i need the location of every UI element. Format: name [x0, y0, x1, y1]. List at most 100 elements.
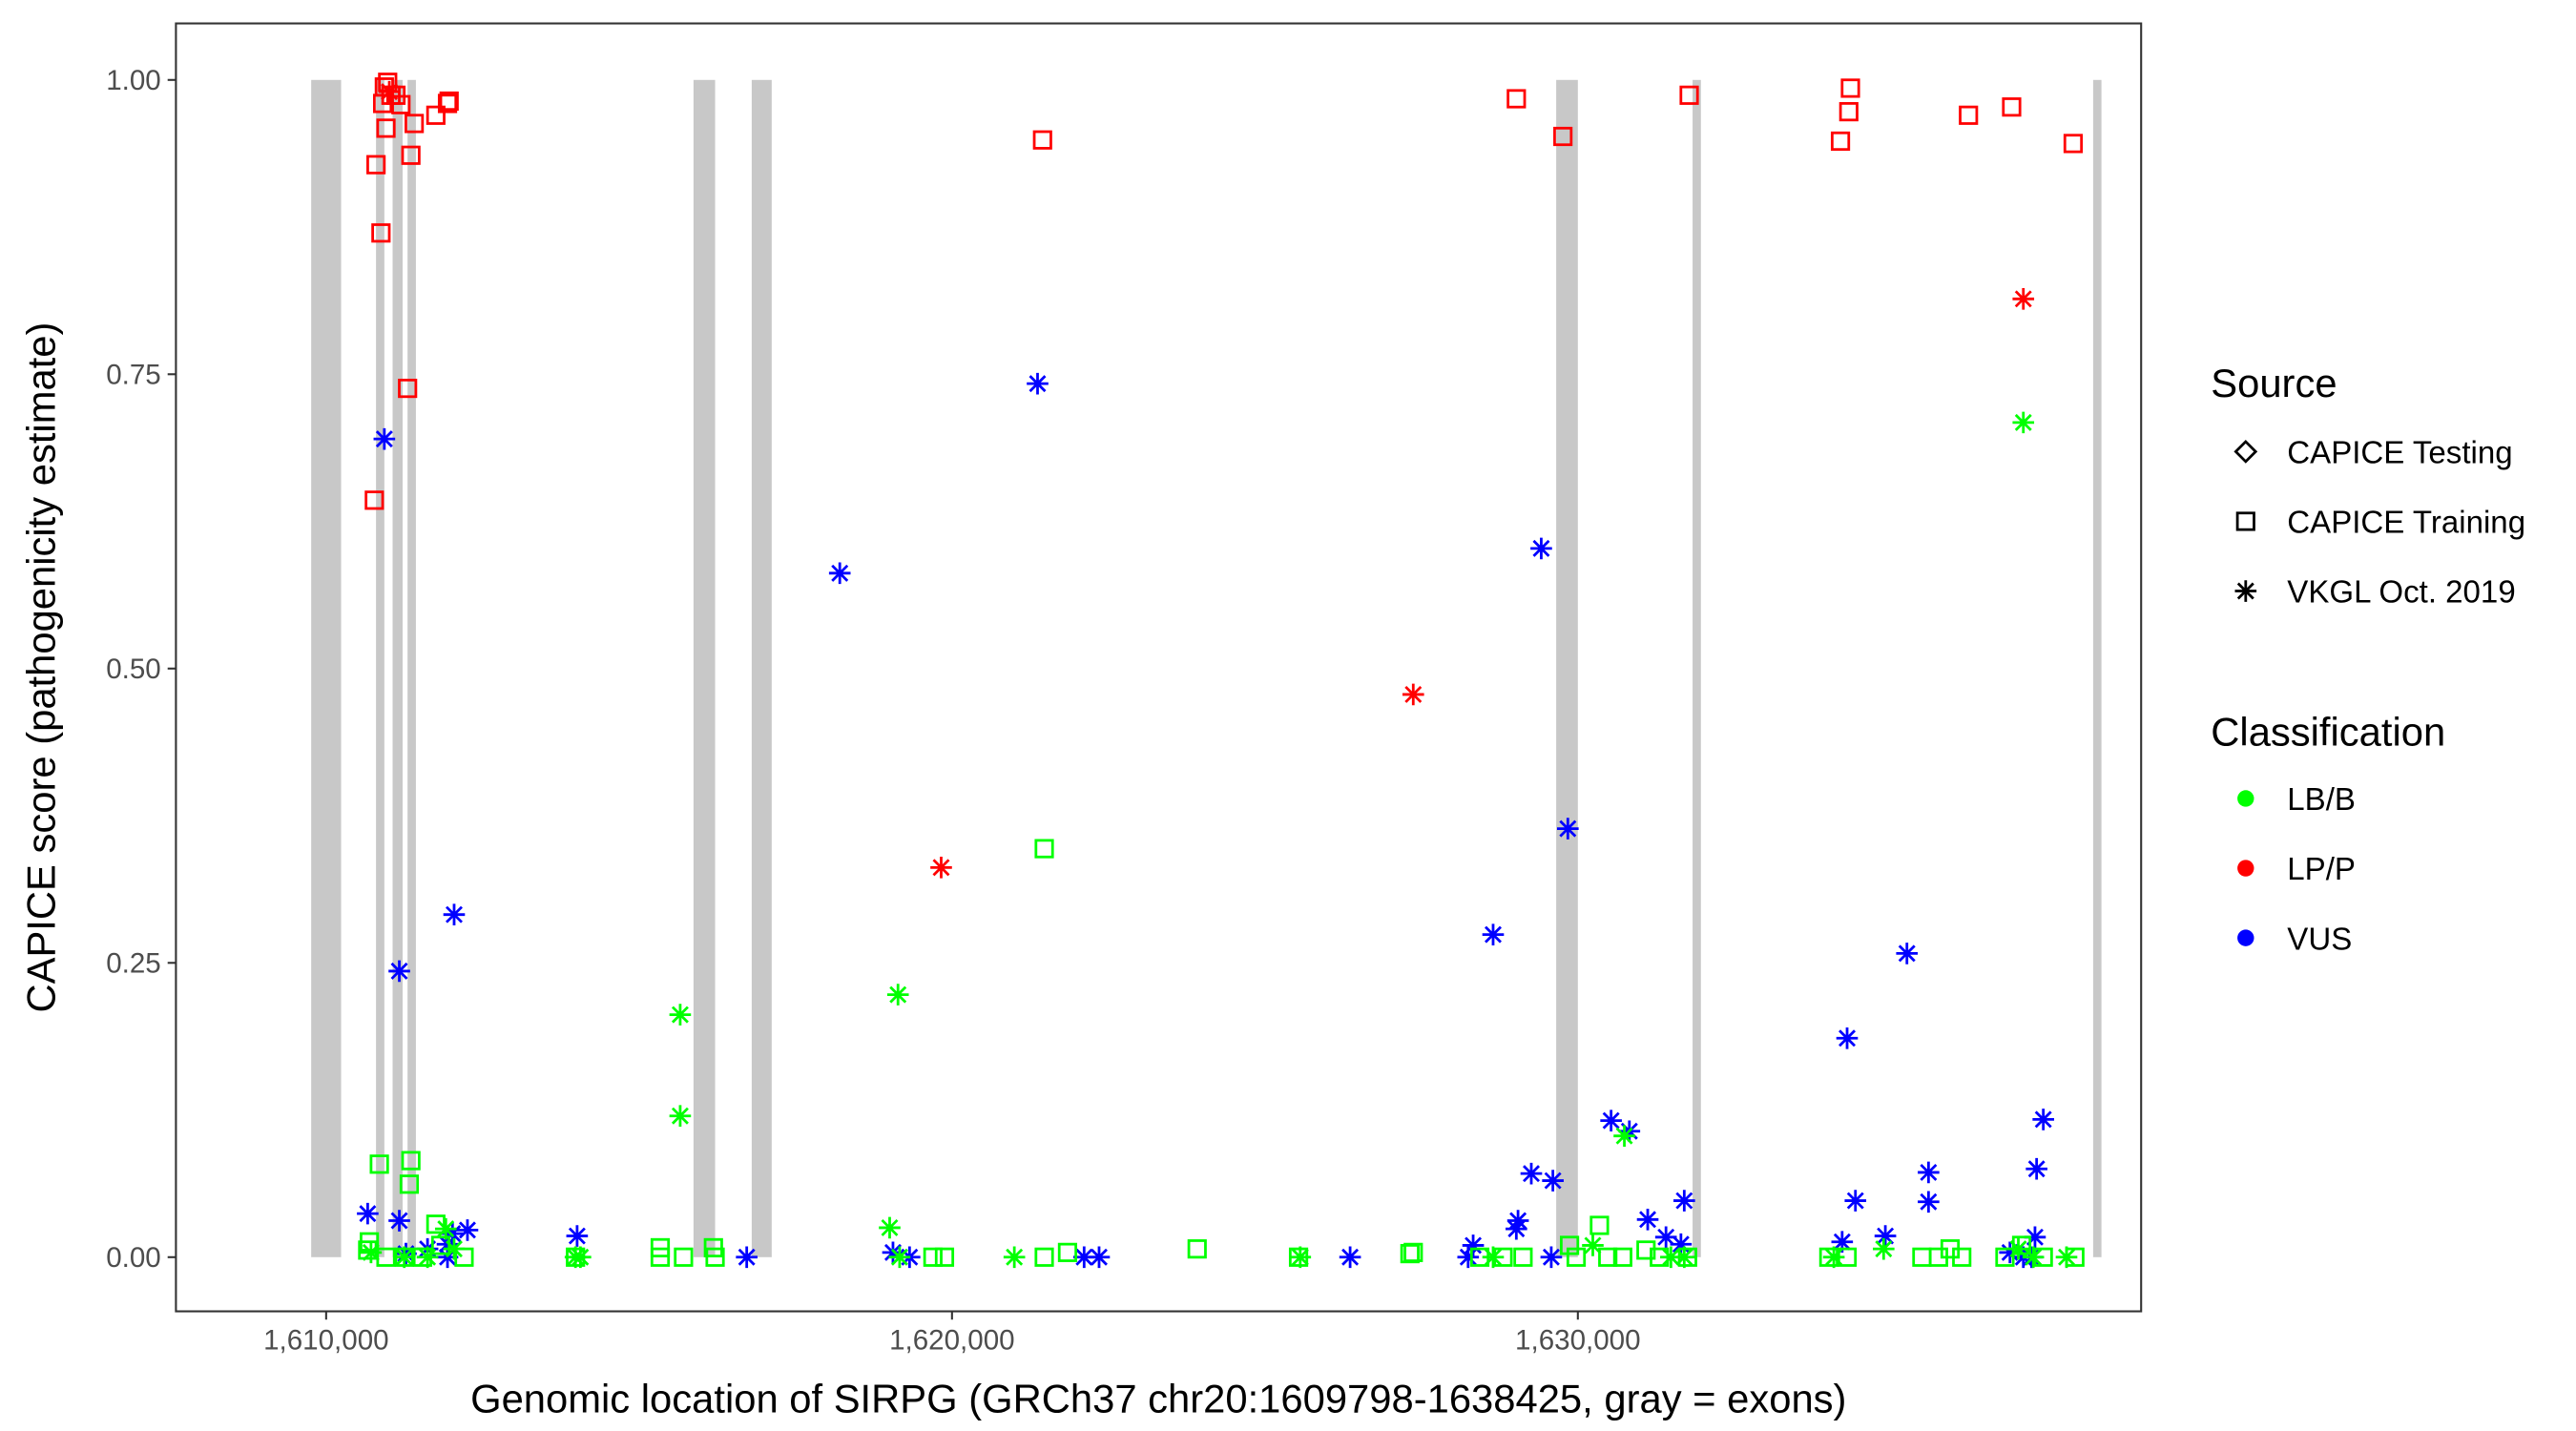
- square-marker: [1288, 1247, 1309, 1267]
- data-point: [1072, 1246, 1095, 1269]
- legend-label: VUS: [2287, 922, 2352, 957]
- asterisk-marker: [2234, 580, 2257, 602]
- square-marker: [1559, 1235, 1580, 1255]
- asterisk-marker: [1613, 1125, 1635, 1147]
- data-point: [426, 1214, 446, 1234]
- square-marker: [1553, 126, 1573, 147]
- data-point: [888, 1246, 911, 1269]
- data-point: [1506, 89, 1527, 109]
- data-point: [2033, 1247, 2053, 1267]
- data-point: [1553, 126, 1573, 147]
- square-marker: [371, 223, 391, 243]
- x-tick-label: 1,630,000: [1515, 1325, 1641, 1357]
- data-point: [886, 984, 909, 1006]
- square-marker: [391, 94, 411, 114]
- square-marker: [369, 1154, 389, 1174]
- legend-item-vkgl: VKGL Oct. 2019: [2234, 575, 2516, 611]
- asterisk-marker: [357, 1202, 379, 1225]
- asterisk-marker: [1836, 1027, 1859, 1049]
- data-point: [364, 490, 384, 510]
- y-tick-label: 0.75: [106, 360, 161, 391]
- data-point: [669, 1105, 692, 1128]
- asterisk-marker: [2022, 1246, 2045, 1269]
- data-point: [1530, 537, 1552, 560]
- data-point: [1818, 1247, 1839, 1267]
- axis-layer: 1,610,000 1,620,000 1,630,000 0.00 0.25 0.50 0…: [106, 65, 1640, 1356]
- data-point: [2002, 97, 2022, 117]
- data-point: [1918, 1191, 1940, 1213]
- data-point: [1873, 1237, 1895, 1260]
- color-dot-icon: [2237, 860, 2254, 877]
- square-marker: [430, 1235, 451, 1255]
- data-point: [401, 145, 421, 165]
- asterisk-marker: [1673, 1190, 1695, 1212]
- data-point: [1670, 1233, 1693, 1255]
- asterisk-marker: [888, 1246, 911, 1269]
- data-point: [454, 1247, 474, 1267]
- y-axis-title: CAPICE score (pathogenicity estimate): [18, 322, 63, 1013]
- data-point: [1896, 943, 1919, 964]
- asterisk-marker: [1027, 372, 1049, 395]
- data-point: [412, 1247, 432, 1267]
- data-point: [398, 378, 418, 399]
- legend-label: VKGL Oct. 2019: [2287, 575, 2515, 611]
- square-marker: [2235, 511, 2255, 531]
- asterisk-marker: [1874, 1225, 1897, 1247]
- asterisk-marker: [1600, 1110, 1622, 1131]
- asterisk-marker: [1844, 1190, 1867, 1212]
- asterisk-marker: [1673, 1246, 1695, 1269]
- legend-item-training: CAPICE Training: [2235, 506, 2525, 541]
- square-marker: [1032, 130, 1052, 150]
- square-marker: [1952, 1247, 1972, 1267]
- square-marker: [426, 105, 446, 125]
- x-tick-label: 1,610,000: [263, 1325, 389, 1357]
- data-point: [1679, 85, 1699, 105]
- legend-label: CAPICE Training: [2287, 506, 2525, 541]
- asterisk-marker: [1482, 923, 1505, 945]
- asterisk-marker: [1289, 1246, 1312, 1269]
- data-point: [357, 1202, 379, 1225]
- asterisk-marker: [1542, 1170, 1564, 1192]
- asterisk-marker: [393, 1246, 416, 1269]
- data-point: [1088, 1246, 1111, 1269]
- asterisk-marker: [1506, 1210, 1529, 1232]
- asterisk-marker: [388, 960, 410, 983]
- asterisk-marker: [930, 857, 952, 879]
- square-marker: [401, 145, 421, 165]
- asterisk-marker: [570, 1246, 592, 1269]
- legend-item-vus: VUS: [2237, 922, 2352, 957]
- data-point: [1057, 1242, 1078, 1262]
- asterisk-marker: [1088, 1246, 1111, 1269]
- data-point: [2065, 1247, 2085, 1267]
- data-point: [736, 1246, 758, 1269]
- square-marker: [1598, 1247, 1618, 1267]
- data-point: [388, 960, 410, 983]
- data-point: [443, 1237, 466, 1260]
- square-marker: [650, 1247, 671, 1267]
- data-point: [360, 1241, 383, 1264]
- data-point: [2022, 1246, 2045, 1269]
- color-dot-icon: [2237, 929, 2254, 946]
- data-point: [1650, 1247, 1670, 1267]
- x-tick-label: 1,620,000: [889, 1325, 1015, 1357]
- data-point: [441, 1222, 464, 1245]
- data-point: [2024, 1226, 2046, 1249]
- data-point: [705, 1247, 725, 1267]
- exon-bar: [2092, 79, 2102, 1257]
- data-point: [2007, 1237, 2029, 1260]
- data-point: [1027, 372, 1049, 395]
- square-marker: [364, 490, 384, 510]
- data-point: [1034, 839, 1054, 859]
- square-marker: [1469, 1247, 1490, 1267]
- data-point: [405, 114, 425, 134]
- asterisk-marker: [436, 1233, 459, 1255]
- square-marker: [1677, 1247, 1697, 1267]
- data-point: [566, 1247, 586, 1267]
- asterisk-marker: [669, 1105, 692, 1128]
- data-point: [369, 1154, 389, 1174]
- data-point: [399, 1174, 420, 1194]
- data-point: [2025, 1157, 2047, 1180]
- data-point: [378, 80, 401, 103]
- data-point: [1187, 1239, 1207, 1259]
